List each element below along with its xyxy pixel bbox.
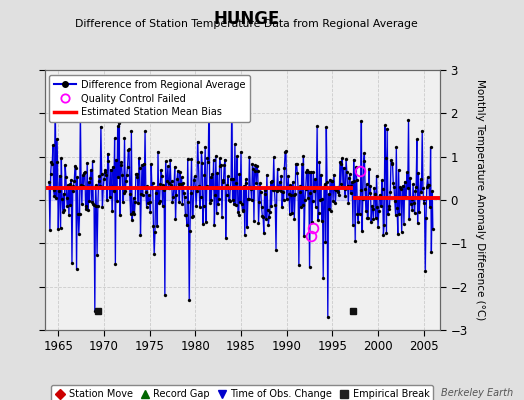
Legend: Station Move, Record Gap, Time of Obs. Change, Empirical Break: Station Move, Record Gap, Time of Obs. C… <box>51 385 433 400</box>
Text: Difference of Station Temperature Data from Regional Average: Difference of Station Temperature Data f… <box>75 19 418 29</box>
Text: Berkeley Earth: Berkeley Earth <box>441 388 514 398</box>
Y-axis label: Monthly Temperature Anomaly Difference (°C): Monthly Temperature Anomaly Difference (… <box>475 79 485 321</box>
Text: HUNGE: HUNGE <box>213 10 279 28</box>
